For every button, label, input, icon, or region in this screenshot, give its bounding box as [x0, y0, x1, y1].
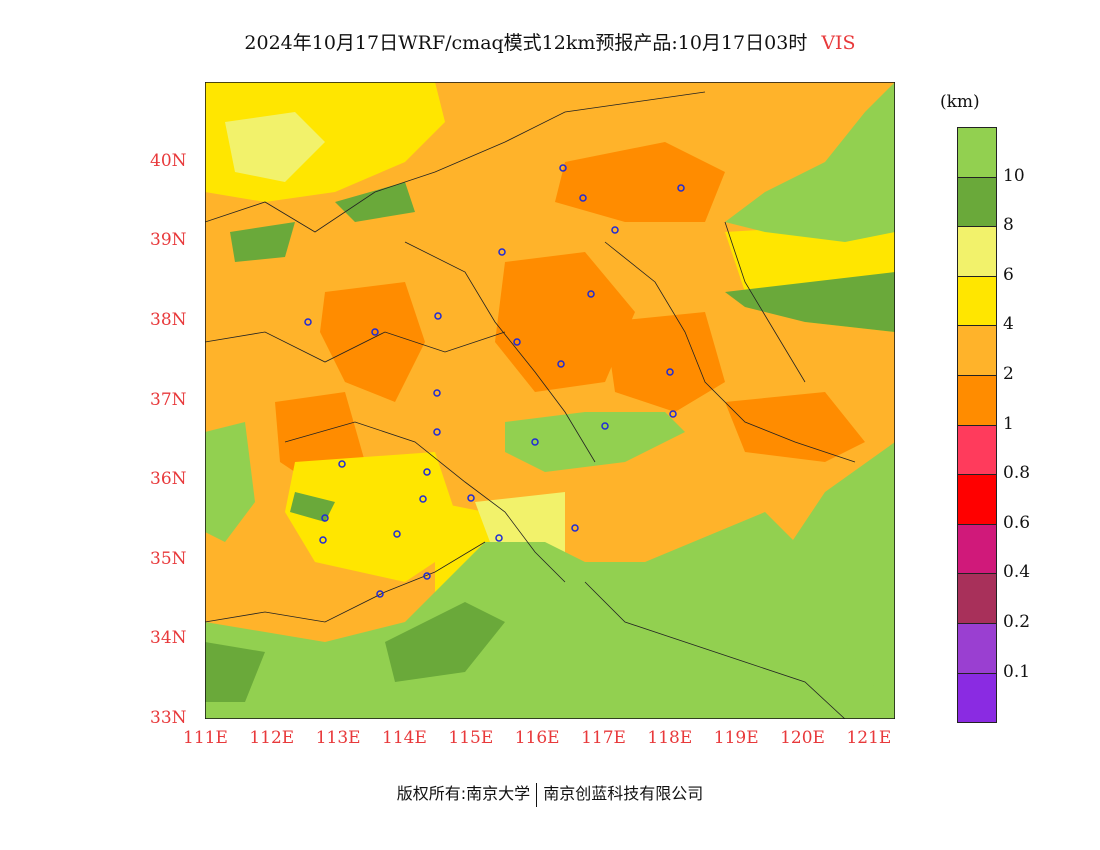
lon-tick-label: 117E: [581, 728, 626, 748]
lon-tick-label: 114E: [382, 728, 427, 748]
lon-tick-label: 112E: [249, 728, 295, 748]
colorbar-tick-label: 6: [1003, 264, 1014, 285]
colorbar-segment: [957, 623, 997, 674]
colorbar-segment: [957, 226, 997, 277]
colorbar-tick-label: 0.8: [1003, 463, 1031, 484]
lon-tick-label: 119E: [713, 728, 759, 748]
lat-tick-label: 39N: [150, 230, 187, 251]
copyright-left: 版权所有:南京大学: [396, 784, 531, 803]
colorbar-tick-label: 0.2: [1003, 612, 1031, 632]
colorbar-segment: [957, 375, 997, 426]
lon-tick-label: 118E: [647, 728, 693, 748]
copyright-footer: 版权所有:南京大学 南京创蓝科技有限公司: [0, 780, 1100, 807]
colorbar-segment: [957, 176, 997, 228]
title-text: 2024年10月17日WRF/cmaq模式12km预报产品:10月17日03时: [244, 32, 808, 54]
colorbar-unit: (km): [940, 92, 980, 112]
colorbar-tick-label: 1: [1003, 413, 1014, 434]
colorbar-segment: [957, 523, 997, 575]
colorbar-tick-label: 0.4: [1003, 562, 1031, 583]
colorbar-segment: [957, 325, 997, 376]
lon-tick-label: 120E: [780, 728, 825, 748]
variable-label: VIS: [821, 32, 856, 54]
map-title: 2024年10月17日WRF/cmaq模式12km预报产品:10月17日03时 V…: [0, 28, 1100, 55]
colorbar-segment: [957, 573, 997, 624]
visibility-map: [205, 82, 895, 719]
lon-tick-label: 113E: [315, 728, 361, 748]
colorbar-segment: [957, 474, 997, 525]
lon-tick-label: 111E: [183, 728, 228, 748]
lat-tick-label: 33N: [150, 708, 187, 728]
lat-tick-label: 34N: [150, 628, 187, 649]
colorbar-tick-label: 10: [1003, 165, 1025, 186]
lat-tick-label: 35N: [150, 548, 187, 569]
copyright-right: 南京创蓝科技有限公司: [543, 784, 704, 803]
colorbar-tick-label: 2: [1003, 364, 1014, 384]
lat-tick-label: 40N: [150, 150, 187, 171]
lon-tick-label: 121E: [846, 728, 892, 748]
colorbar-segment: [957, 127, 997, 178]
colorbar-tick-label: 8: [1003, 215, 1014, 236]
colorbar-tick-label: 0.6: [1003, 512, 1031, 533]
lat-tick-label: 38N: [150, 309, 187, 330]
colorbar-segment: [957, 672, 997, 724]
footer-separator: [536, 782, 538, 807]
lon-tick-label: 115E: [448, 728, 494, 748]
colorbar-segment: [957, 275, 997, 327]
lon-tick-label: 116E: [514, 728, 560, 748]
lat-tick-label: 37N: [150, 389, 187, 410]
colorbar-tick-label: 4: [1003, 314, 1014, 335]
colorbar-tick-label: 0.1: [1003, 661, 1031, 682]
colorbar-segment: [957, 424, 997, 476]
lat-tick-label: 36N: [150, 469, 187, 490]
